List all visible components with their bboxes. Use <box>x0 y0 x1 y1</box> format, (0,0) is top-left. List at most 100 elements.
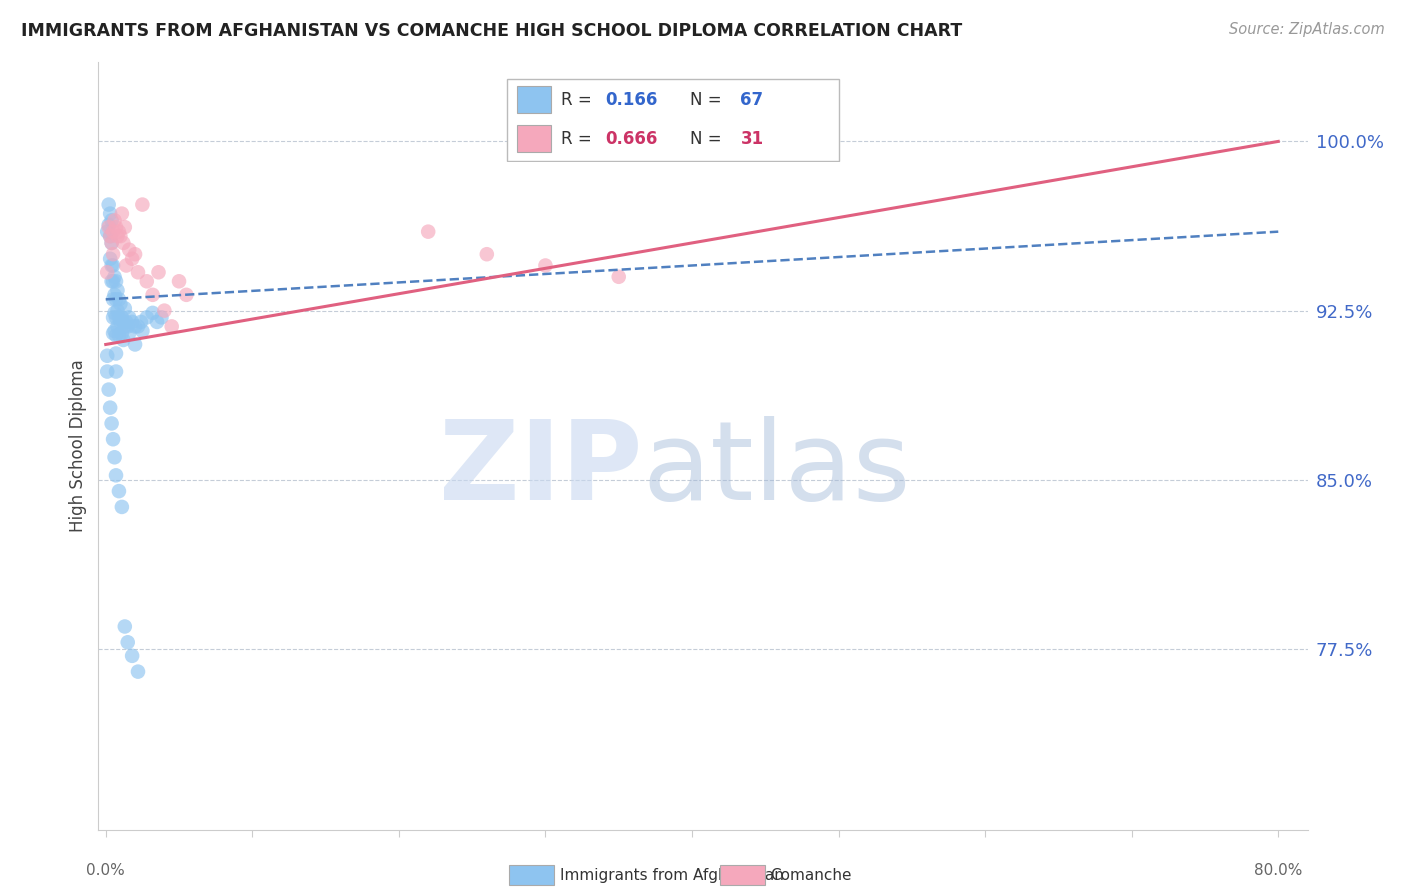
Point <box>103 213 125 227</box>
Y-axis label: High School Diploma: High School Diploma <box>69 359 87 533</box>
Point <box>103 450 125 465</box>
Point <box>146 315 169 329</box>
Point <box>105 274 128 288</box>
Point <box>117 319 139 334</box>
Text: 0.0%: 0.0% <box>86 863 125 879</box>
Point <box>142 306 165 320</box>
Point <box>105 365 128 379</box>
Point <box>108 328 131 343</box>
Point <box>115 315 138 329</box>
Point <box>118 326 141 341</box>
Point <box>105 220 128 235</box>
Point <box>105 328 128 343</box>
Point <box>153 303 176 318</box>
Point <box>114 319 136 334</box>
Point <box>98 206 121 220</box>
Point <box>148 265 170 279</box>
Point <box>127 319 149 334</box>
Point <box>110 297 132 311</box>
Point <box>127 665 149 679</box>
Text: IMMIGRANTS FROM AFGHANISTAN VS COMANCHE HIGH SCHOOL DIPLOMA CORRELATION CHART: IMMIGRANTS FROM AFGHANISTAN VS COMANCHE … <box>21 22 962 40</box>
Point <box>142 288 165 302</box>
Point <box>121 648 143 663</box>
Point <box>105 310 128 325</box>
Point <box>150 310 173 325</box>
Point <box>101 293 124 307</box>
Point <box>96 265 118 279</box>
Point <box>127 265 149 279</box>
Point <box>101 274 124 288</box>
Point <box>114 619 136 633</box>
Point <box>115 259 138 273</box>
Point <box>98 229 121 244</box>
Point <box>100 417 122 431</box>
Point <box>101 432 124 446</box>
Point <box>160 319 183 334</box>
Point <box>176 288 198 302</box>
Point <box>107 303 129 318</box>
Point <box>100 235 122 250</box>
Point <box>110 315 132 329</box>
Point <box>103 324 125 338</box>
Text: ZIP: ZIP <box>439 416 643 523</box>
Point <box>101 259 124 273</box>
Point <box>114 220 136 235</box>
Point <box>607 269 630 284</box>
Point <box>167 274 190 288</box>
Point <box>135 310 157 325</box>
Point <box>121 252 143 266</box>
Point <box>111 310 134 325</box>
Point <box>105 468 128 483</box>
Point <box>135 274 157 288</box>
Text: Immigrants from Afghanistan: Immigrants from Afghanistan <box>560 868 783 882</box>
Point <box>418 225 440 239</box>
Text: Comanche: Comanche <box>770 868 852 882</box>
Point <box>107 319 129 334</box>
Point <box>105 293 128 307</box>
Point <box>108 310 131 325</box>
Point <box>108 225 131 239</box>
Point <box>107 283 129 297</box>
Point <box>111 206 134 220</box>
Point <box>112 333 135 347</box>
Point <box>117 635 139 649</box>
Point <box>100 235 122 250</box>
Point <box>97 218 120 232</box>
Point <box>101 225 124 239</box>
Point <box>110 229 132 244</box>
Point <box>118 310 141 325</box>
Point <box>124 337 146 351</box>
Point <box>96 349 118 363</box>
Point <box>98 229 121 244</box>
Point <box>96 225 118 239</box>
Point <box>121 315 143 329</box>
Point <box>129 315 152 329</box>
Text: atlas: atlas <box>643 416 911 523</box>
Point <box>98 252 121 266</box>
Point <box>112 315 135 329</box>
Point <box>100 274 122 288</box>
Point <box>112 235 135 250</box>
Point <box>101 247 124 261</box>
Point <box>124 319 146 334</box>
Point <box>107 229 129 244</box>
Point <box>103 269 125 284</box>
Text: 80.0%: 80.0% <box>1254 863 1302 879</box>
Point <box>475 247 498 261</box>
Point <box>131 324 153 338</box>
Point <box>124 247 146 261</box>
Point <box>100 259 122 273</box>
Point <box>131 197 153 211</box>
Text: Source: ZipAtlas.com: Source: ZipAtlas.com <box>1229 22 1385 37</box>
Point <box>108 484 131 499</box>
Point <box>118 243 141 257</box>
Point <box>98 401 121 415</box>
Point <box>111 500 134 514</box>
Point <box>97 197 120 211</box>
Point <box>101 310 124 325</box>
Point <box>111 326 134 341</box>
Point <box>103 306 125 320</box>
Point <box>114 301 136 316</box>
Point <box>97 220 120 235</box>
Point <box>96 365 118 379</box>
